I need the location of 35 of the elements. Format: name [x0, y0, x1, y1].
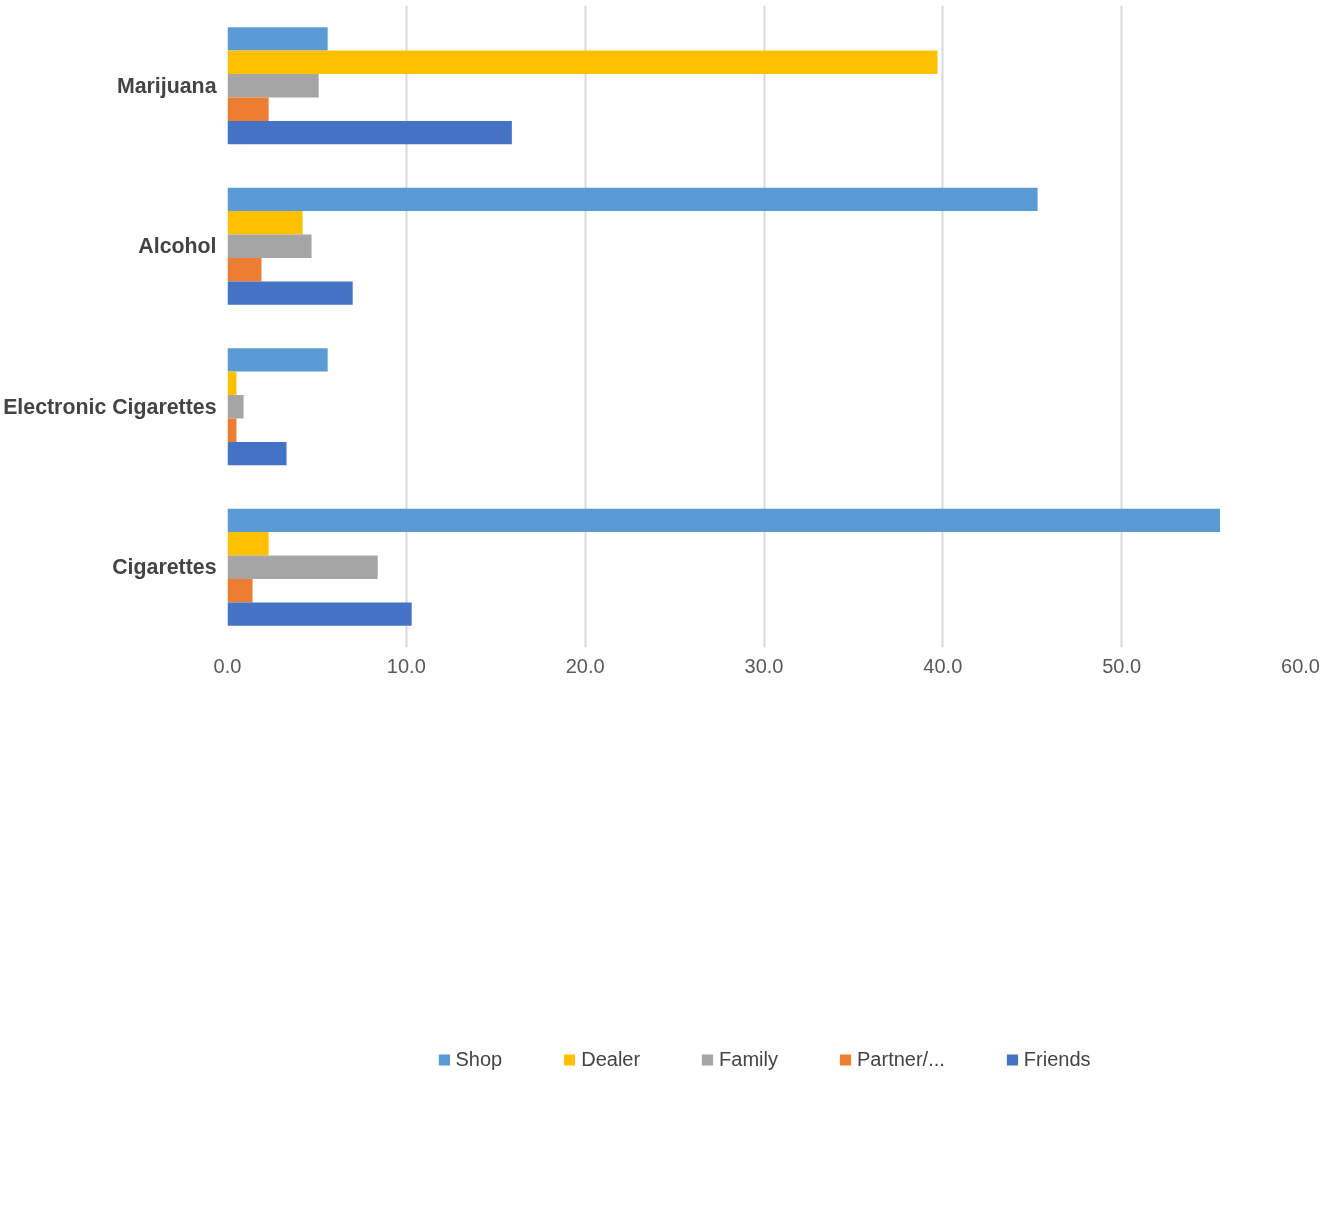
legend-label: Shop	[455, 1047, 503, 1071]
bar	[227, 418, 237, 442]
bar	[227, 187, 1038, 212]
x-tick-label: 60.0	[1281, 654, 1320, 677]
x-tick-label: 40.0	[923, 654, 963, 677]
bar	[227, 348, 328, 372]
bar	[227, 120, 512, 145]
bar	[227, 27, 328, 51]
y-tick-label: Cigarettes	[112, 555, 217, 580]
bar	[227, 602, 412, 626]
legend-label: Partner/...	[857, 1047, 945, 1071]
bar	[227, 74, 319, 98]
bar	[227, 578, 253, 603]
x-tick-label: 10.0	[386, 654, 426, 677]
bar	[227, 532, 269, 556]
x-tick-label: 30.0	[744, 654, 784, 677]
bar	[227, 50, 938, 75]
bar	[227, 97, 269, 121]
y-tick-label: Alcohol	[138, 234, 217, 259]
bar	[227, 281, 353, 305]
y-tick-label: Electronic Cigarettes	[3, 394, 217, 419]
y-tick-label: Marijuana	[116, 73, 217, 98]
bar	[227, 555, 378, 579]
bar	[227, 234, 312, 258]
bar	[227, 508, 1221, 533]
x-tick-label: 20.0	[565, 654, 605, 677]
legend-label: Family	[719, 1047, 779, 1071]
x-tick-label: 50.0	[1102, 654, 1142, 677]
bar	[227, 257, 262, 282]
bar	[227, 395, 244, 419]
legend-label: Friends	[1023, 1047, 1091, 1071]
x-tick-label: 0.0	[213, 654, 242, 677]
bar	[227, 211, 303, 235]
bar	[227, 441, 287, 466]
legend-label: Dealer	[581, 1047, 641, 1071]
